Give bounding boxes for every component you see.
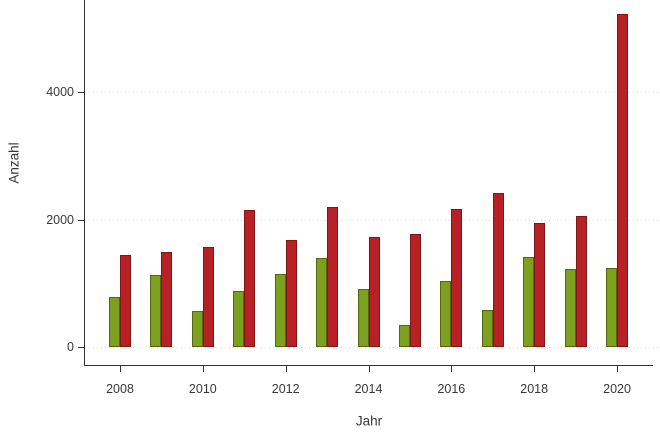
bar-2008-red-series: [120, 255, 131, 347]
y-axis-line: [84, 0, 85, 365]
bar-2017-red-series: [492, 192, 504, 347]
bar-2014-green-series: [357, 288, 369, 347]
bar-2009-red-series: [161, 252, 173, 347]
bar-2016-green-series: [440, 281, 452, 347]
y-tick-4000: [78, 92, 84, 93]
bar-2013-green-series: [316, 258, 328, 347]
bar-2012-green-series: [274, 273, 286, 347]
bar-2020-red-series: [617, 13, 629, 347]
y-tick-label: 4000: [46, 85, 74, 99]
x-axis-line: [84, 365, 653, 366]
x-tick-label: 2016: [437, 382, 466, 396]
bar-2020-green-series: [606, 267, 618, 347]
x-tick-label: 2020: [603, 382, 631, 396]
bar-2018-red-series: [534, 223, 546, 347]
x-tick-2018: [534, 366, 536, 372]
bar-2019-green-series: [564, 269, 576, 347]
gridline-0: [85, 347, 660, 348]
bar-2011-green-series: [233, 290, 245, 347]
bar-2015-green-series: [398, 324, 410, 347]
bar-2016-red-series: [451, 209, 463, 347]
x-tick-label: 2018: [520, 382, 549, 396]
x-tick-label: 2012: [271, 382, 300, 396]
bar-2013-red-series: [327, 206, 339, 347]
bar-2014-red-series: [368, 237, 380, 347]
bar-2019-red-series: [575, 216, 587, 347]
bar-2017-green-series: [481, 310, 493, 347]
bar-2010-red-series: [202, 246, 214, 347]
gridline-2000: [85, 219, 660, 221]
x-tick-2016: [451, 366, 453, 372]
bar-2010-green-series: [191, 310, 203, 347]
y-tick-label: 2000: [46, 212, 74, 227]
bar-2008-green-series: [109, 297, 120, 347]
x-tick-label: 2014: [354, 382, 383, 396]
y-axis-title: Anzahl: [6, 142, 22, 184]
x-tick-label: 2008: [106, 382, 134, 396]
bar-2015-red-series: [409, 234, 421, 347]
bar-2012-red-series: [285, 239, 297, 347]
x-tick-label: 2010: [188, 382, 217, 396]
y-tick-label: 0: [67, 340, 74, 354]
x-tick-2014: [368, 366, 370, 372]
y-tick-2000: [78, 219, 84, 221]
bar-2009-green-series: [150, 274, 162, 347]
y-tick-0: [78, 347, 84, 348]
bar-2011-red-series: [244, 209, 256, 347]
x-axis-title: Jahr: [355, 413, 383, 429]
x-tick-2008: [120, 366, 121, 372]
x-tick-2012: [285, 366, 287, 372]
gridline-4000: [85, 92, 660, 93]
x-tick-2020: [617, 366, 619, 372]
x-tick-2010: [202, 366, 204, 372]
bar-2018-green-series: [523, 257, 535, 347]
